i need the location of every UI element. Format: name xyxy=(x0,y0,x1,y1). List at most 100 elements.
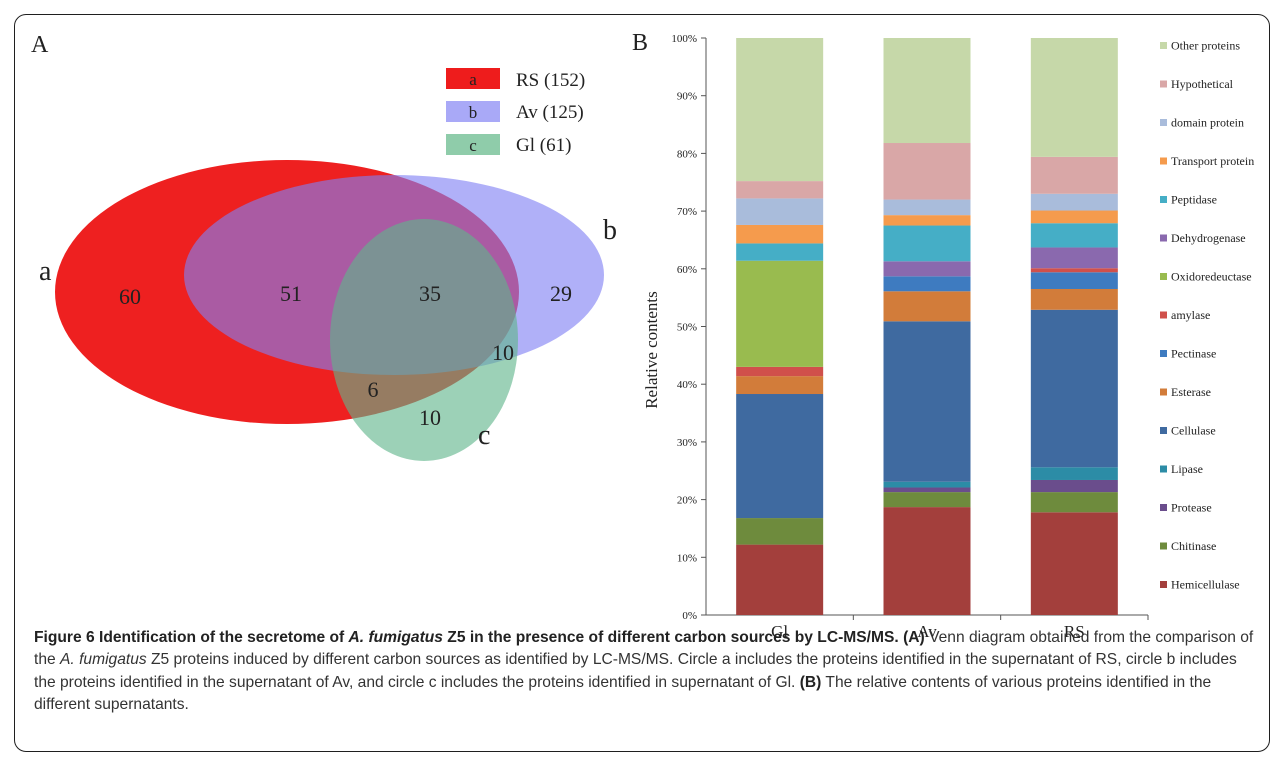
region-a-only: 60 xyxy=(119,284,141,309)
venn-set-c xyxy=(330,219,518,461)
bar-segment xyxy=(883,261,971,277)
legend-key-b: b xyxy=(469,103,478,122)
panel-a-label: A xyxy=(31,32,49,58)
legend-swatch xyxy=(1160,196,1167,203)
legend-swatch xyxy=(1160,465,1167,473)
legend-label-a: RS (152) xyxy=(516,70,585,91)
legend-label: Hemicellulase xyxy=(1171,578,1240,592)
venn-label-c: c xyxy=(478,420,490,451)
region-abc: 35 xyxy=(419,281,441,306)
legend-swatch xyxy=(1160,504,1167,511)
bar-segment xyxy=(1030,512,1118,615)
y-tick-label: 10% xyxy=(677,552,697,564)
legend-swatch xyxy=(1160,42,1167,49)
panel-b-label: B xyxy=(632,30,648,56)
stacked-bar-chart: B Relative contents 0% 10% 20% 30% 40% 50% 60%… xyxy=(632,30,1254,640)
y-tick-label: 0% xyxy=(682,610,697,622)
bar-segment xyxy=(736,224,824,244)
legend-label: Transport protein xyxy=(1171,154,1254,168)
legend-swatch xyxy=(1160,157,1167,165)
bar-segment xyxy=(1030,38,1118,157)
legend-swatch xyxy=(1160,119,1167,126)
legend-label: Esterase xyxy=(1171,385,1211,399)
bar-segment xyxy=(1030,492,1118,513)
venn-label-b: b xyxy=(603,215,617,246)
bar-segment xyxy=(1030,309,1118,468)
bar-segment xyxy=(883,487,971,493)
legend-label: Pectinase xyxy=(1171,347,1216,361)
bar-segment xyxy=(736,38,824,182)
y-tick-label: 80% xyxy=(677,148,697,160)
bar-segment xyxy=(1030,193,1118,211)
bar-segment xyxy=(1030,272,1118,289)
caption-title: Figure 6 Identification of the secretome… xyxy=(34,629,925,646)
y-tick-label: 20% xyxy=(677,495,697,507)
y-tick-label: 100% xyxy=(671,33,697,45)
bar-segment xyxy=(883,225,971,262)
bar-segment xyxy=(883,199,971,216)
bar-segment xyxy=(883,38,971,144)
bar-segment xyxy=(736,243,824,261)
legend-swatch xyxy=(1160,388,1167,396)
bar-segment xyxy=(736,544,824,615)
bar-segment xyxy=(1030,156,1118,194)
y-tick-label: 30% xyxy=(677,437,697,449)
bar-segment xyxy=(736,518,824,545)
legend-label: Peptidase xyxy=(1171,193,1217,207)
bar-segment xyxy=(883,143,971,200)
region-b-only: 29 xyxy=(550,281,572,306)
region-bc: 10 xyxy=(492,340,514,365)
legend-label: domain protein xyxy=(1171,116,1244,130)
x-tick-label: Gl xyxy=(771,622,788,640)
bar-segment xyxy=(1030,210,1118,224)
legend-swatch xyxy=(1160,234,1167,242)
legend-label: Oxidoredeuctase xyxy=(1171,270,1252,284)
bar-segment xyxy=(883,507,971,615)
legend-swatch xyxy=(1160,581,1167,588)
venn-diagram: A a RS (152) b Av (125) c Gl (61) a b c … xyxy=(31,32,617,461)
bar-segment xyxy=(736,260,824,367)
y-axis-label: Relative contents xyxy=(642,291,661,409)
bar-segment xyxy=(1030,223,1118,248)
bar-segment xyxy=(883,481,971,488)
bar-segment xyxy=(883,215,971,226)
legend-swatch-a xyxy=(446,68,500,89)
legend-swatch-b xyxy=(446,101,500,122)
legend-label: Other proteins xyxy=(1171,39,1240,53)
legend-label: Lipase xyxy=(1171,462,1203,476)
region-ac: 6 xyxy=(368,377,379,402)
legend-label: Protease xyxy=(1171,501,1212,515)
venn-legend: a RS (152) b Av (125) c Gl (61) xyxy=(446,68,585,156)
x-tick-label: RS xyxy=(1064,622,1085,640)
region-c-only: 10 xyxy=(419,405,441,430)
y-tick-label: 90% xyxy=(677,91,697,103)
bar-segment xyxy=(1030,268,1118,273)
bar-segment xyxy=(1030,479,1118,493)
legend-label: Hypothetical xyxy=(1171,77,1234,91)
bar-segment xyxy=(1030,288,1118,310)
legend-key-c: c xyxy=(469,136,477,155)
legend-label: Chitinase xyxy=(1171,539,1216,553)
legend-label: Cellulase xyxy=(1171,424,1216,438)
venn-label-a: a xyxy=(39,256,52,287)
bar-segment xyxy=(883,291,971,322)
legend-swatch xyxy=(1160,542,1167,550)
bar-segment xyxy=(736,366,824,377)
bar-segment xyxy=(883,492,971,508)
y-tick-label: 70% xyxy=(677,206,697,218)
legend-swatch xyxy=(1160,273,1167,280)
legend-label-b: Av (125) xyxy=(516,102,584,123)
y-tick-label: 50% xyxy=(677,322,697,334)
legend-swatch xyxy=(1160,311,1167,319)
region-ab: 51 xyxy=(280,281,302,306)
bar-segment xyxy=(1030,247,1118,269)
bar-segment xyxy=(1030,467,1118,480)
legend-swatch xyxy=(1160,350,1167,357)
legend-key-a: a xyxy=(469,70,477,89)
figure-caption: Figure 6 Identification of the secretome… xyxy=(34,629,1254,714)
bar-segment xyxy=(883,276,971,292)
x-tick-label: Av xyxy=(917,622,937,640)
bar-segment xyxy=(736,181,824,199)
bar-segment xyxy=(736,376,824,395)
bar-segment xyxy=(736,198,824,225)
